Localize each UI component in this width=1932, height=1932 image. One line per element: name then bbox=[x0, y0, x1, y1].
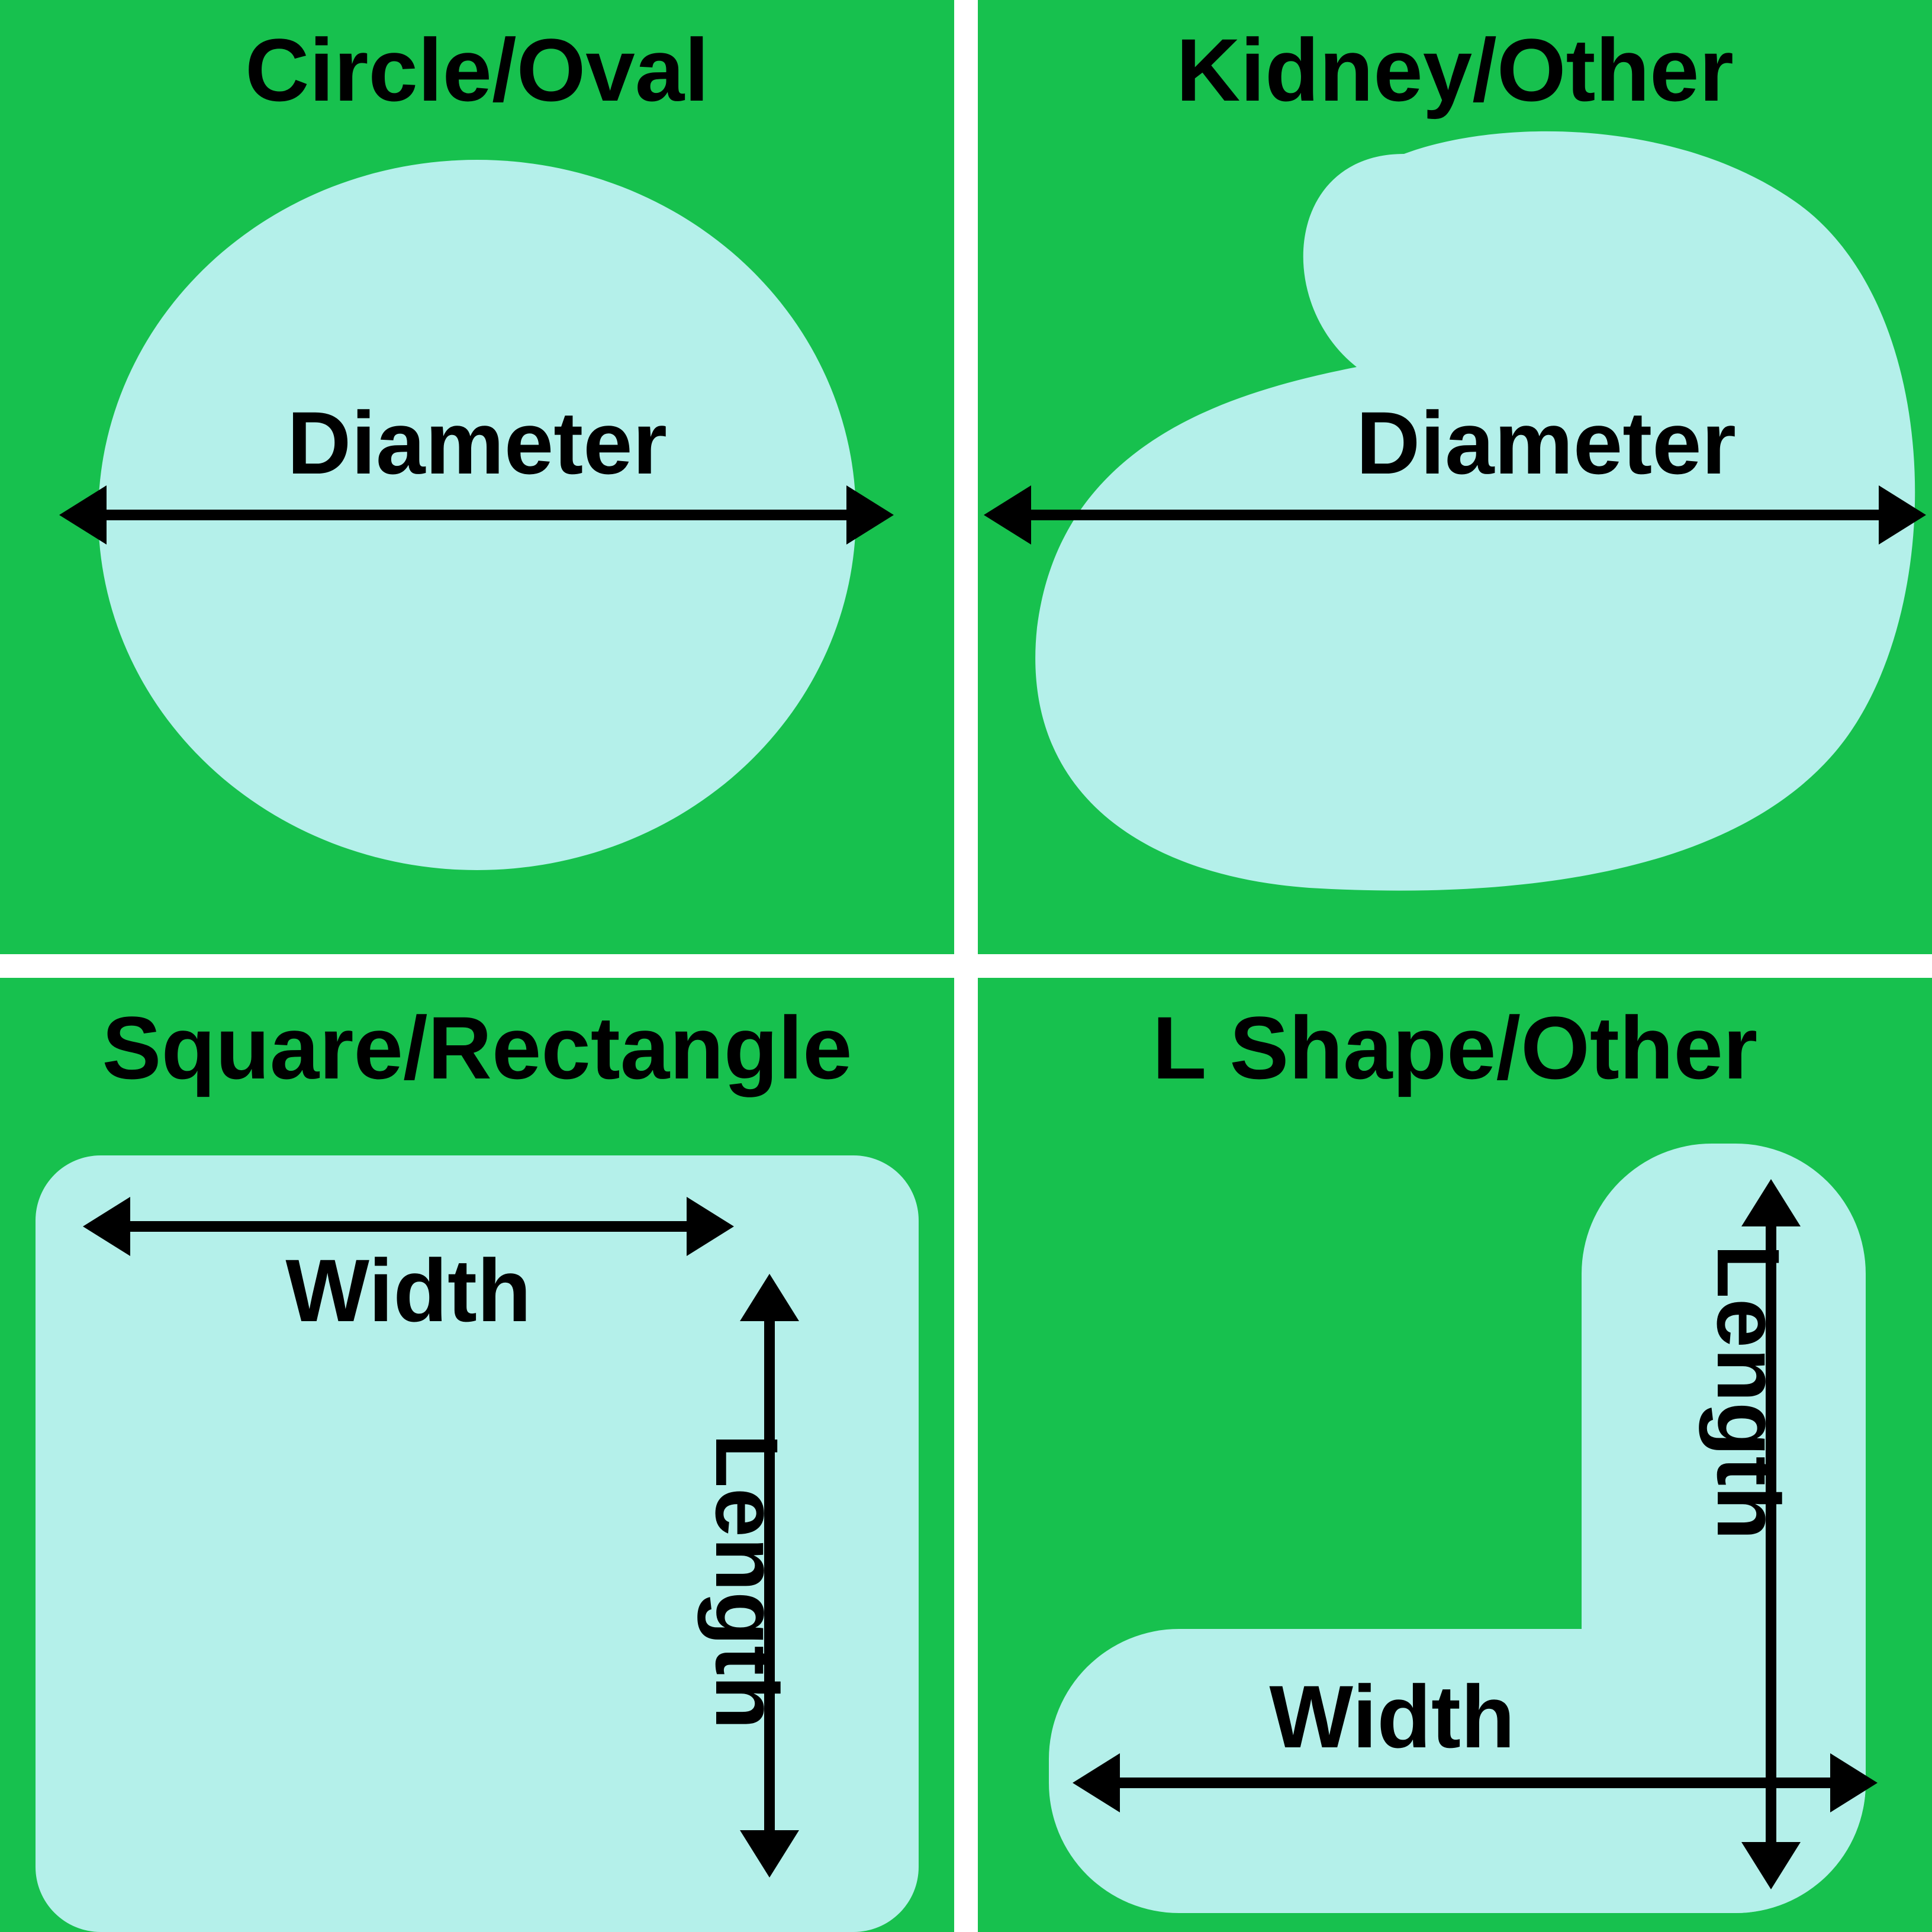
panel-lshape-svg: Length Width L Shape/Other bbox=[978, 978, 1932, 1932]
panel-title: Square/Rectangle bbox=[102, 998, 852, 1097]
length-label: Length bbox=[697, 1434, 797, 1730]
panel-kidney-svg: Diameter Kidney/Other bbox=[978, 0, 1932, 954]
diameter-label: Diameter bbox=[287, 393, 667, 492]
panel-title: Kidney/Other bbox=[1176, 20, 1734, 120]
shape-diagram-grid: Diameter Circle/Oval Diameter Kidney/Oth… bbox=[0, 0, 1932, 1932]
length-label: Length bbox=[1699, 1244, 1798, 1540]
panel-l-shape-other: Length Width L Shape/Other bbox=[978, 978, 1932, 1932]
width-label: Width bbox=[285, 1241, 531, 1340]
width-label: Width bbox=[1269, 1667, 1515, 1766]
panel-kidney-other: Diameter Kidney/Other bbox=[978, 0, 1932, 954]
panel-square-rectangle: Width Length Square/Rectangle bbox=[0, 978, 954, 1932]
panel-circle-oval: Diameter Circle/Oval bbox=[0, 0, 954, 954]
panel-rect-svg: Width Length Square/Rectangle bbox=[0, 978, 954, 1932]
diameter-label: Diameter bbox=[1356, 393, 1736, 492]
panel-title: Circle/Oval bbox=[245, 20, 709, 120]
panel-title: L Shape/Other bbox=[1152, 998, 1757, 1097]
panel-circle-svg: Diameter Circle/Oval bbox=[0, 0, 954, 954]
